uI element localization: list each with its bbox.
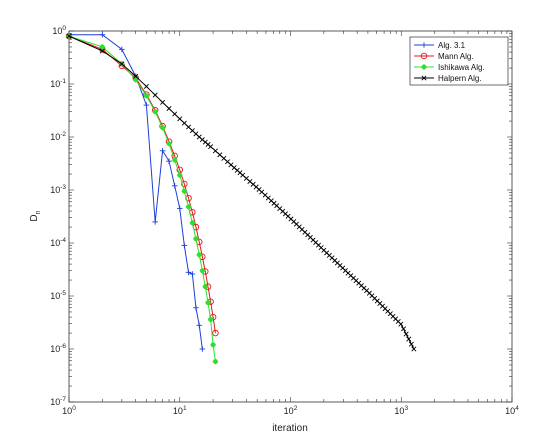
data-point	[185, 269, 192, 276]
axis-tick-labels: 100 101 102 103 104 10-7 10-6 10-5 10-4 10-3 10-2 1…	[50, 25, 519, 416]
data-point	[408, 341, 414, 347]
plot-area	[68, 30, 513, 403]
series-layer	[65, 31, 417, 365]
series-line	[68, 35, 216, 334]
data-point	[202, 283, 209, 290]
data-point	[189, 271, 196, 277]
data-point	[199, 267, 206, 274]
data-point	[403, 331, 409, 337]
y-axis-label-main: D	[29, 214, 40, 221]
data-point	[143, 102, 150, 108]
data-point	[208, 144, 214, 150]
data-point	[207, 316, 214, 323]
y-axis-label: Dn	[29, 210, 42, 221]
x-tick-label: 102	[284, 405, 298, 416]
data-point	[166, 140, 172, 147]
x-tick-label: 103	[394, 405, 408, 416]
plot-frame	[68, 30, 513, 403]
data-point	[196, 322, 203, 329]
data-point	[166, 158, 172, 164]
data-point	[212, 148, 218, 154]
legend-label: Halpern Alg.	[438, 74, 482, 83]
series-halpern-alg	[66, 33, 417, 352]
data-point	[166, 106, 172, 112]
data-point	[421, 75, 427, 81]
data-point	[205, 299, 211, 306]
data-point	[186, 124, 192, 130]
data-point	[212, 358, 219, 365]
legend-label: Alg. 3.1	[438, 41, 466, 50]
legend-label: Mann Alg.	[438, 52, 474, 61]
y-tick-label: 10-3	[50, 184, 66, 195]
y-tick-label: 10-2	[50, 131, 66, 142]
legend-entry: Mann Alg.	[414, 52, 474, 61]
data-point	[181, 180, 188, 188]
data-point	[99, 48, 105, 54]
data-point	[181, 120, 187, 126]
y-tick-label: 10-7	[50, 396, 66, 407]
data-point	[181, 188, 188, 194]
legend-label: Ishikawa Alg.	[438, 63, 485, 72]
data-point	[210, 342, 216, 348]
data-point	[171, 157, 178, 163]
data-point	[400, 326, 407, 332]
y-tick-label: 10-1	[50, 78, 66, 89]
data-point	[406, 336, 412, 342]
data-point	[421, 64, 427, 70]
data-point	[212, 329, 219, 337]
y-axis-label-subscript: n	[35, 210, 42, 214]
data-point	[398, 321, 404, 327]
x-tick-label: 104	[505, 405, 519, 416]
data-point	[159, 147, 166, 154]
data-point	[133, 73, 139, 79]
x-tick-label: 101	[173, 405, 187, 416]
axis-ticks	[68, 30, 513, 403]
data-point	[66, 33, 72, 39]
data-point	[199, 346, 206, 352]
data-point	[189, 220, 196, 226]
data-point	[176, 205, 183, 212]
series-ishikawa-alg	[66, 33, 219, 365]
data-point	[185, 204, 192, 210]
legend-entry: Alg. 3.1	[414, 41, 466, 50]
legend-entry: Halpern Alg.	[414, 74, 482, 83]
data-point	[196, 251, 203, 258]
data-point	[176, 172, 183, 179]
data-point	[411, 346, 417, 352]
legend: Alg. 3.1 Mann Alg. Ishikawa Alg. Halpern Al…	[409, 36, 509, 86]
y-tick-label: 100	[52, 25, 66, 36]
data-point	[152, 219, 158, 225]
data-point	[143, 83, 149, 89]
data-point	[171, 183, 178, 189]
data-point	[119, 46, 125, 53]
data-point	[193, 304, 199, 311]
y-tick-label: 10-6	[50, 343, 66, 354]
data-point	[132, 77, 139, 83]
legend-entry: Ishikawa Alg.	[414, 63, 485, 72]
data-point	[177, 116, 183, 122]
data-point	[193, 236, 199, 242]
x-axis-label: iteration	[272, 423, 308, 434]
data-point	[181, 242, 188, 249]
data-point	[159, 124, 166, 131]
data-point	[160, 99, 166, 105]
series-line	[69, 34, 203, 350]
data-point	[99, 44, 106, 50]
data-point	[152, 92, 158, 98]
data-point	[420, 52, 428, 60]
data-point	[99, 31, 106, 38]
data-point	[421, 42, 427, 48]
y-tick-label: 10-5	[50, 290, 66, 301]
y-tick-label: 10-4	[50, 237, 66, 248]
data-point	[143, 92, 150, 99]
data-point	[217, 152, 223, 158]
data-point	[172, 111, 178, 117]
data-point	[119, 61, 125, 67]
x-tick-label: 100	[62, 405, 76, 416]
data-point	[152, 108, 158, 115]
